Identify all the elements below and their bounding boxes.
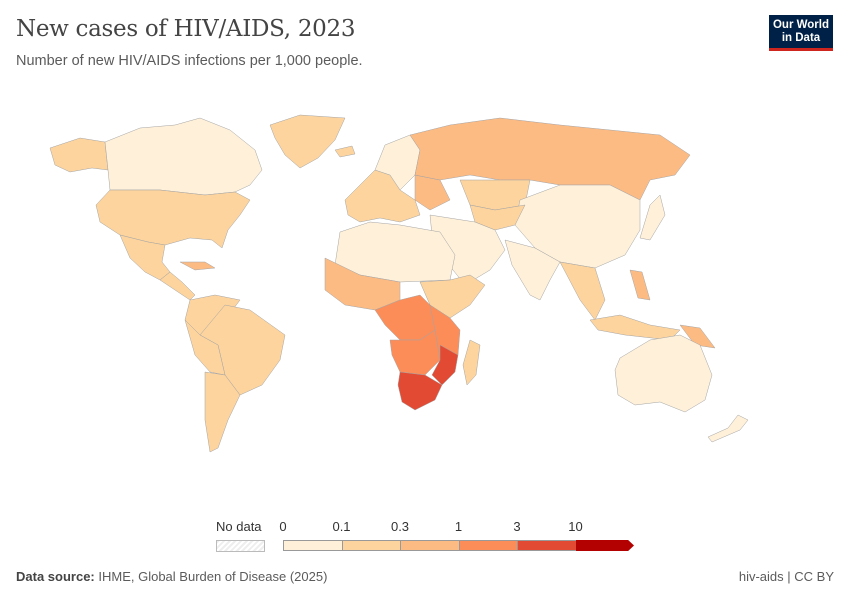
legend-bin-2	[400, 540, 459, 551]
region-southeast-asia[interactable]	[559, 261, 606, 321]
legend-tick-label: 3	[513, 519, 521, 534]
country-iceland[interactable]	[334, 145, 356, 158]
country-japan[interactable]	[639, 194, 666, 241]
legend-tick-label: 1	[454, 519, 463, 534]
region-central-america[interactable]	[159, 271, 196, 301]
legend-bin-5	[575, 540, 634, 551]
source-text[interactable]: IHME, Global Burden of Disease (2025)	[98, 569, 328, 584]
legend-bin-0	[283, 540, 342, 551]
world-map	[49, 114, 749, 453]
legend-bin-3	[458, 540, 517, 551]
country-india[interactable]	[504, 239, 561, 301]
country-canada[interactable]	[104, 117, 263, 196]
legend-no-data-label: No data	[216, 519, 262, 534]
country-china[interactable]	[514, 184, 641, 269]
source-label: Data source:	[16, 569, 95, 584]
country-south-africa[interactable]	[397, 371, 443, 411]
color-legend: No data 0 0.1 0.3 1 3 10	[0, 515, 850, 555]
country-madagascar[interactable]	[462, 339, 481, 386]
region-eastern-europe[interactable]	[414, 174, 451, 211]
country-alaska[interactable]	[49, 137, 109, 173]
region-western-europe[interactable]	[344, 169, 421, 223]
region-south-central-africa[interactable]	[389, 329, 441, 376]
region-caribbean[interactable]	[179, 261, 216, 271]
legend-tick-label: 0.1	[332, 519, 351, 534]
chart-subtitle: Number of new HIV/AIDS infections per 1,…	[16, 53, 363, 69]
chart-title: New cases of HIV/AIDS, 2023	[16, 16, 356, 42]
country-philippines[interactable]	[629, 269, 651, 301]
data-source: Data source: IHME, Global Burden of Dise…	[16, 569, 327, 584]
legend-tick-label: 10	[568, 519, 583, 534]
country-usa[interactable]	[95, 189, 251, 249]
country-greenland[interactable]	[269, 114, 346, 169]
legend-bin-1	[341, 540, 400, 551]
logo-text-1: Our World	[772, 19, 829, 31]
legend-bin-4	[517, 540, 576, 551]
country-indonesia[interactable]	[589, 314, 681, 341]
owid-logo[interactable]: Our World in Data	[769, 15, 833, 51]
legend-tick-label: 0	[279, 519, 287, 534]
legend-tick-label: 0.3	[390, 519, 410, 534]
legend-no-data-swatch	[216, 540, 265, 552]
country-russia[interactable]	[409, 117, 691, 201]
country-argentina-chile[interactable]	[204, 371, 241, 453]
country-new-zealand[interactable]	[707, 414, 749, 443]
logo-text-2: in Data	[781, 32, 821, 44]
footer-license[interactable]: hiv-aids | CC BY	[738, 569, 834, 584]
country-papua-new-guinea[interactable]	[679, 324, 716, 349]
country-australia[interactable]	[614, 334, 713, 413]
